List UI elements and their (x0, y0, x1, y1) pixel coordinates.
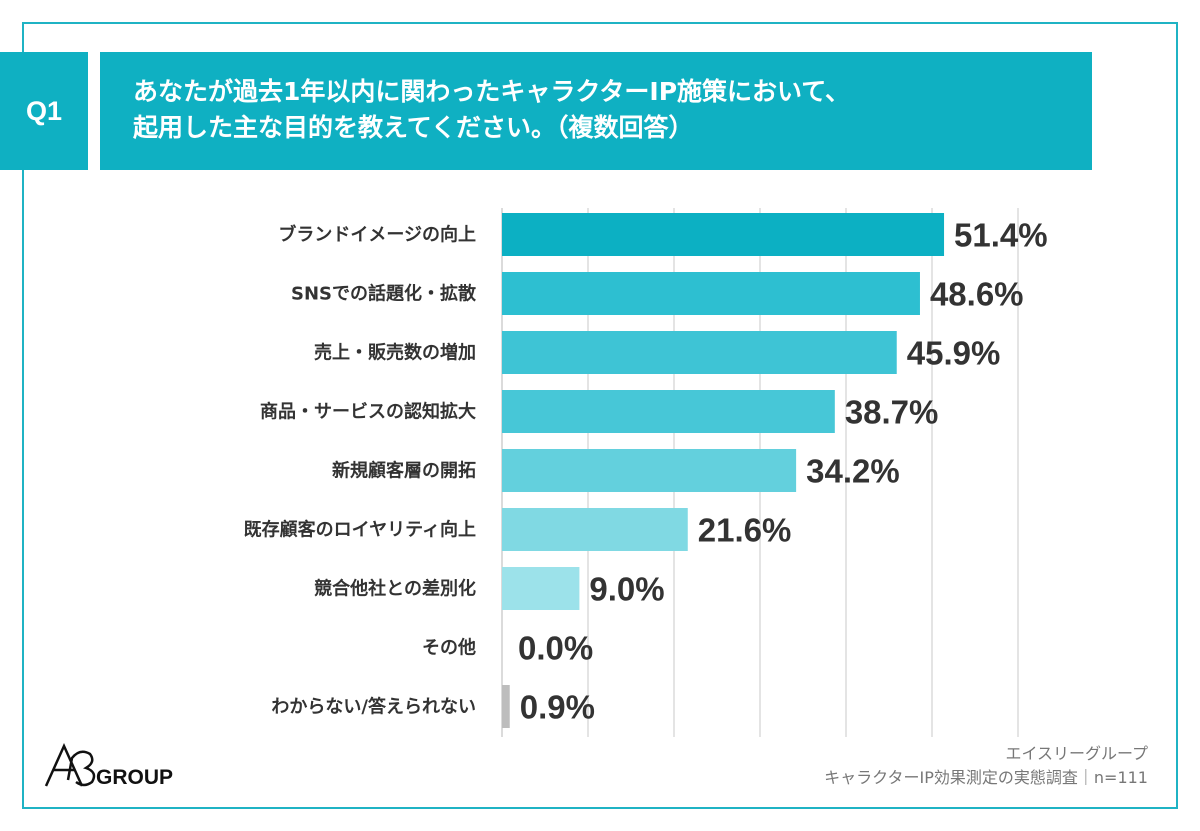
value-label: 9.0% (589, 571, 664, 608)
bar (502, 331, 897, 374)
bar (502, 508, 688, 551)
title-line-2: 起用した主な目的を教えてください。（複数回答） (133, 113, 694, 142)
question-label: Q1 (0, 52, 88, 170)
category-label: 新規顧客層の開拓 (332, 460, 476, 482)
question-title: あなたが過去1年以内に関わったキャラクターIP施策において、 起用した主な目的を… (100, 52, 1092, 170)
logo-text: GROUP (96, 766, 173, 789)
value-label: 0.0% (518, 630, 593, 667)
category-label: 商品・サービスの認知拡大 (260, 401, 476, 423)
category-label: SNSでの話題化・拡散 (291, 283, 477, 305)
value-label: 0.9% (520, 689, 595, 726)
bar (502, 567, 580, 610)
value-label: 34.2% (806, 453, 900, 490)
category-label: ブランドイメージの向上 (278, 224, 476, 246)
bar (502, 685, 510, 728)
a3-group-logo: GROUP (40, 740, 190, 794)
source-survey: キャラクターIP効果測定の実態調査｜n=111 (824, 768, 1148, 787)
value-label: 51.4% (954, 217, 1048, 254)
value-label: 45.9% (907, 335, 1001, 372)
value-label: 48.6% (930, 276, 1024, 313)
outer-frame (22, 22, 1178, 809)
category-label: わからない/答えられない (271, 696, 476, 718)
bar (502, 272, 920, 315)
source-company: エイスリーグループ (1005, 744, 1148, 763)
value-label: 21.6% (698, 512, 792, 549)
title-line-1: あなたが過去1年以内に関わったキャラクターIP施策において、 (133, 77, 851, 106)
bar (502, 213, 945, 256)
bar (502, 449, 797, 492)
category-label: 既存顧客のロイヤリティ向上 (244, 519, 476, 541)
bar (502, 390, 835, 433)
value-label: 38.7% (845, 394, 939, 431)
source-note: エイスリーグループ キャラクターIP効果測定の実態調査｜n=111 (824, 742, 1148, 790)
category-label: 売上・販売数の増加 (314, 342, 476, 364)
category-label: その他 (422, 637, 476, 659)
category-label: 競合他社との差別化 (314, 578, 476, 600)
